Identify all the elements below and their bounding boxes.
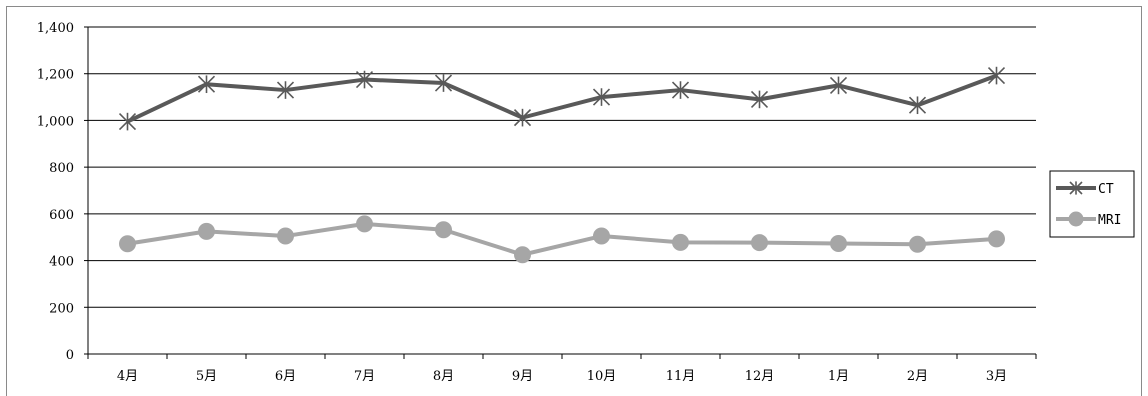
data-point-ct (197, 75, 216, 94)
chart-frame (6, 6, 1142, 396)
data-point-ct (276, 81, 295, 99)
y-tick-label: 400 (49, 255, 74, 270)
data-point-mri (988, 230, 1005, 248)
data-point-ct (592, 88, 611, 106)
x-tick-label: 9月 (512, 369, 533, 384)
y-tick-label: 1,000 (37, 114, 74, 129)
data-point-mri (751, 234, 768, 252)
x-tick-label: 5月 (196, 369, 217, 384)
y-tick-label: 800 (49, 161, 74, 176)
y-tick-label: 0 (66, 348, 74, 363)
legend-marker-mri (1068, 211, 1084, 227)
series-line-ct (126, 73, 998, 124)
data-point-mri (909, 235, 926, 253)
x-tick-label: 1月 (828, 369, 849, 384)
x-tick-label: 12月 (745, 369, 775, 384)
y-tick-label: 1,200 (37, 68, 74, 83)
data-point-mri (435, 221, 452, 239)
data-point-ct (908, 96, 927, 115)
axes (87, 27, 1036, 355)
y-tick-label: 1,400 (37, 21, 74, 36)
series-mri (119, 215, 1005, 264)
data-point-mri (830, 235, 847, 253)
data-point-ct (829, 76, 848, 95)
data-point-mri (672, 233, 689, 251)
legend-item-mri: MRI (1056, 211, 1121, 228)
series-line-mri (127, 221, 997, 257)
data-point-mri (593, 227, 610, 245)
data-point-ct (671, 81, 690, 99)
x-axis-ticks: 4月 5月 6月 7月 8月 9月 10月 11月 12月 1月 2月 3月 (87, 354, 1037, 384)
gridlines (88, 26, 1036, 308)
x-tick-label: 10月 (587, 369, 617, 384)
data-point-ct (987, 66, 1006, 85)
series-group (118, 66, 1006, 264)
data-point-ct (355, 70, 374, 89)
data-point-ct (750, 90, 769, 109)
data-point-ct (513, 108, 532, 127)
x-tick-label: 6月 (275, 369, 296, 384)
data-point-mri (119, 235, 136, 253)
legend-item-ct: CT (1056, 181, 1114, 197)
data-point-ct (118, 112, 137, 131)
series-ct (118, 66, 1006, 131)
x-tick-label: 7月 (354, 369, 375, 384)
y-tick-label: 200 (49, 301, 74, 316)
legend-marker-ct (1069, 181, 1083, 195)
legend-box (1049, 170, 1135, 238)
data-point-mri (277, 227, 294, 245)
data-point-mri (356, 215, 373, 233)
data-point-mri (514, 246, 531, 264)
x-tick-label: 8月 (433, 369, 454, 384)
legend: CT MRI (1049, 170, 1135, 238)
y-axis-ticks: 0 200 400 600 800 1,000 1,200 1,400 (37, 21, 88, 363)
data-point-ct (434, 74, 453, 92)
x-tick-label: 3月 (986, 369, 1007, 384)
data-point-mri (198, 222, 215, 240)
y-tick-label: 600 (49, 208, 74, 223)
legend-label-ct: CT (1098, 182, 1114, 197)
x-tick-label: 11月 (666, 369, 696, 384)
legend-label-mri: MRI (1098, 213, 1121, 228)
x-tick-label: 2月 (907, 369, 928, 384)
x-tick-label: 4月 (117, 369, 138, 384)
